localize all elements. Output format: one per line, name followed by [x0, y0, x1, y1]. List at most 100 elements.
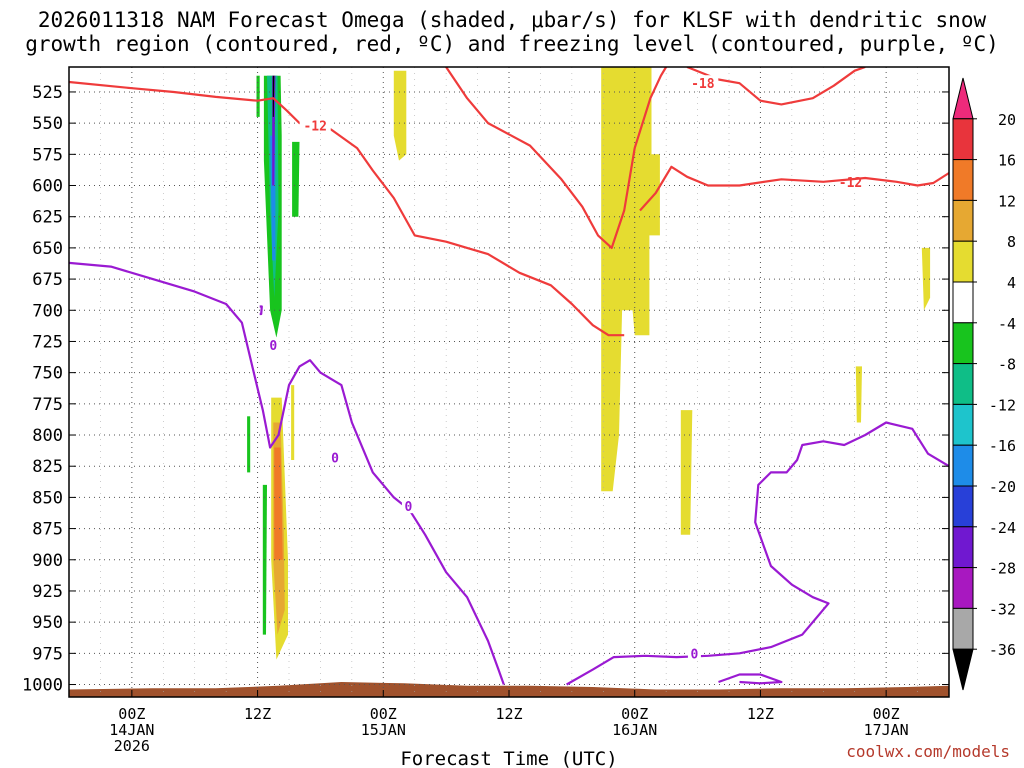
- contour-label-bg: [687, 645, 701, 661]
- y-tick-label: 750: [32, 364, 63, 384]
- contour-label-bg: [328, 449, 342, 465]
- contour-label: 0: [405, 500, 413, 515]
- contour-line: [686, 67, 866, 106]
- omega-shade-region: [680, 410, 693, 535]
- y-tick-label: 875: [32, 520, 63, 540]
- colorbar-bin: [952, 485, 974, 528]
- y-tick-label: 725: [32, 332, 63, 352]
- chart-title: 2026011318 NAM Forecast Omega (shaded, μ…: [25, 8, 999, 56]
- y-tick-label: 600: [32, 177, 63, 197]
- y-tick-label: 525: [32, 83, 63, 103]
- colorbar-label: -20: [989, 478, 1016, 496]
- contour-label: 0: [331, 451, 339, 466]
- colorbar-bin: [952, 77, 974, 120]
- omega-shade-region: [247, 416, 251, 473]
- y-tick-label: 775: [32, 395, 63, 415]
- contour-label: 0: [691, 647, 699, 662]
- contour-label-bg: [687, 75, 719, 91]
- colorbar-bin: [952, 199, 974, 242]
- colorbar-bin: [952, 648, 974, 691]
- colorbar-label: -16: [989, 437, 1016, 455]
- y-tick-label: 800: [32, 426, 63, 446]
- contour-line: [718, 673, 783, 685]
- x-tick-label: 16JAN: [612, 721, 657, 739]
- colorbar-label: 16: [998, 152, 1016, 170]
- colorbar-bin: [952, 526, 974, 569]
- colorbar-label: 4: [1007, 274, 1016, 292]
- x-tick-label: 00Z: [370, 705, 397, 723]
- y-tick-label: 825: [32, 457, 63, 477]
- contour-line: [69, 80, 625, 337]
- colorbar-bin: [952, 607, 974, 650]
- plot-axes: 525 550 575 600 625 650 675 700 725 750 775 800 825 8…: [22, 66, 950, 755]
- contour-label-bg: [299, 117, 331, 133]
- x-tick-label: 00Z: [621, 705, 648, 723]
- x-tick-label: 2026: [114, 737, 150, 755]
- contour-line: [639, 165, 949, 212]
- x-tick-label: 17JAN: [864, 721, 909, 739]
- y-tick-label: 550: [32, 114, 63, 134]
- omega-shade-region: [272, 75, 275, 117]
- omega-shade-region: [292, 141, 300, 217]
- x-tick-label: 12Z: [747, 705, 774, 723]
- contour-line: [69, 261, 505, 685]
- y-tick-label: 850: [32, 488, 63, 508]
- y-tick-label: 1000: [22, 676, 63, 696]
- colorbar-bin: [952, 281, 974, 324]
- x-tick-label: 00Z: [118, 705, 145, 723]
- colorbar-label: -8: [998, 356, 1016, 374]
- omega-shade-region: [393, 70, 407, 161]
- colorbar-bin: [952, 444, 974, 487]
- contour-label-bg: [266, 337, 280, 353]
- omega-shade-region: [256, 75, 260, 117]
- contour-line: [259, 305, 263, 316]
- colorbar-label: -32: [989, 600, 1016, 618]
- colorbar-label: 20: [998, 111, 1016, 129]
- y-tick-label: 650: [32, 239, 63, 259]
- contour-line: [445, 67, 668, 249]
- omega-shade-region: [855, 366, 862, 423]
- colorbar-label: -36: [989, 641, 1016, 659]
- colorbar-bin: [952, 403, 974, 446]
- contour-line: [566, 421, 949, 686]
- y-tick-label: 900: [32, 551, 63, 571]
- contour-label-bg: [401, 498, 415, 514]
- contour-label: -12: [303, 120, 326, 135]
- colorbar-bin: [952, 363, 974, 405]
- colorbar-label: 12: [998, 192, 1016, 210]
- colorbar-label: -12: [989, 396, 1016, 414]
- omega-shade-region: [921, 247, 931, 311]
- y-tick-label: 975: [32, 644, 63, 664]
- omega-shade-region: [601, 67, 660, 492]
- y-tick-label: 925: [32, 582, 63, 602]
- y-tick-label: 950: [32, 613, 63, 633]
- colorbar-bin: [952, 118, 974, 161]
- colorbar-bin: [952, 159, 974, 201]
- colorbar-label: -4: [998, 315, 1016, 333]
- colorbar-label: -28: [989, 560, 1016, 578]
- colorbar-label: 8: [1007, 233, 1016, 251]
- x-tick-label: 00Z: [873, 705, 900, 723]
- y-tick-label: 675: [32, 270, 63, 290]
- x-tick-label: 15JAN: [361, 721, 406, 739]
- colorbar-bin: [952, 567, 974, 609]
- y-tick-label: 625: [32, 208, 63, 228]
- x-tick-label: 14JAN: [109, 721, 154, 739]
- colorbar-bin: [952, 322, 974, 365]
- x-tick-label: 12Z: [244, 705, 271, 723]
- source-credit: coolwx.com/models: [846, 742, 1010, 761]
- x-tick-label: 12Z: [495, 705, 522, 723]
- colorbar-label: -24: [989, 519, 1016, 537]
- contour-label-bg: [835, 173, 867, 189]
- plot-grid: [68, 67, 950, 697]
- x-axis-label: Forecast Time (UTC): [400, 748, 617, 768]
- colorbar: 20 16 12 8 4 -4 -8 -12 -16 -20 -24 -28 -32 -36: [952, 77, 1016, 691]
- colorbar-bin: [952, 240, 974, 283]
- contour-label: -18: [691, 77, 715, 92]
- omega-shade-region: [274, 447, 283, 560]
- y-tick-label: 700: [32, 301, 63, 321]
- y-tick-label: 575: [32, 145, 63, 165]
